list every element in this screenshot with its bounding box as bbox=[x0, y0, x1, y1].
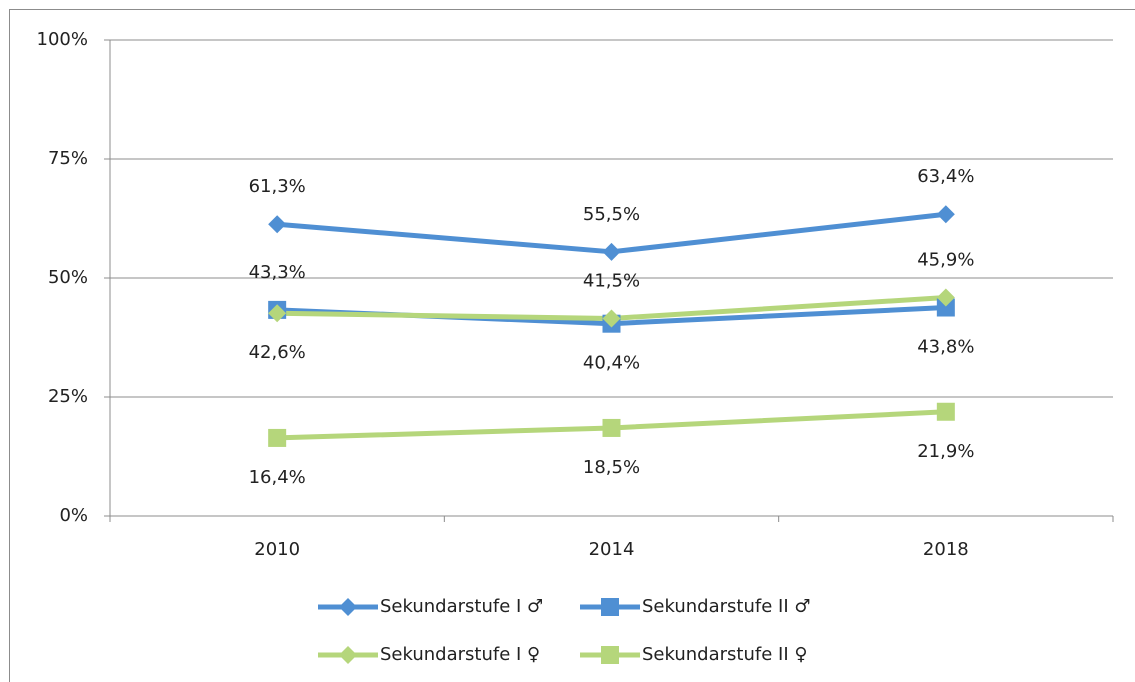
x-tick-label: 2014 bbox=[589, 539, 635, 560]
data-label: 16,4% bbox=[249, 467, 306, 488]
marker bbox=[268, 428, 287, 447]
data-label: 55,5% bbox=[583, 204, 640, 225]
marker bbox=[268, 215, 287, 234]
legend-label: Sekundarstufe I ♂ bbox=[380, 596, 543, 617]
marker bbox=[936, 298, 955, 317]
y-tick-label: 75% bbox=[48, 148, 88, 169]
data-label: 21,9% bbox=[917, 441, 974, 462]
legend-item: Sekundarstufe II ♀ bbox=[580, 644, 808, 665]
data-label: 61,3% bbox=[249, 176, 306, 197]
y-tick-label: 50% bbox=[48, 267, 88, 288]
marker bbox=[602, 309, 621, 328]
marker bbox=[602, 418, 621, 437]
y-tick-label: 25% bbox=[48, 386, 88, 407]
data-label: 40,4% bbox=[583, 353, 640, 374]
data-label: 45,9% bbox=[917, 250, 974, 271]
data-label: 43,8% bbox=[917, 337, 974, 358]
marker bbox=[936, 402, 955, 421]
legend-item: Sekundarstufe I ♀ bbox=[318, 644, 540, 665]
legend-label: Sekundarstufe II ♂ bbox=[642, 596, 811, 617]
data-label: 41,5% bbox=[583, 270, 640, 291]
y-tick-label: 100% bbox=[37, 29, 88, 50]
x-tick-label: 2018 bbox=[923, 539, 969, 560]
legend-item: Sekundarstufe II ♂ bbox=[580, 596, 811, 617]
data-label: 18,5% bbox=[583, 457, 640, 478]
x-tick-label: 2010 bbox=[254, 539, 300, 560]
chart-frame bbox=[9, 9, 1135, 682]
legend-label: Sekundarstufe I ♀ bbox=[380, 644, 540, 665]
marker bbox=[602, 242, 621, 261]
data-label: 43,3% bbox=[249, 262, 306, 283]
data-label: 63,4% bbox=[917, 166, 974, 187]
marker bbox=[936, 288, 955, 307]
marker bbox=[936, 205, 955, 224]
marker bbox=[268, 304, 287, 323]
marker bbox=[339, 598, 357, 616]
legend-item: Sekundarstufe I ♂ bbox=[318, 596, 543, 617]
data-label: 42,6% bbox=[249, 342, 306, 363]
y-tick-label: 0% bbox=[59, 505, 88, 526]
legend-label: Sekundarstufe II ♀ bbox=[642, 644, 808, 665]
marker bbox=[339, 646, 357, 664]
marker bbox=[601, 646, 619, 664]
marker bbox=[601, 598, 619, 616]
